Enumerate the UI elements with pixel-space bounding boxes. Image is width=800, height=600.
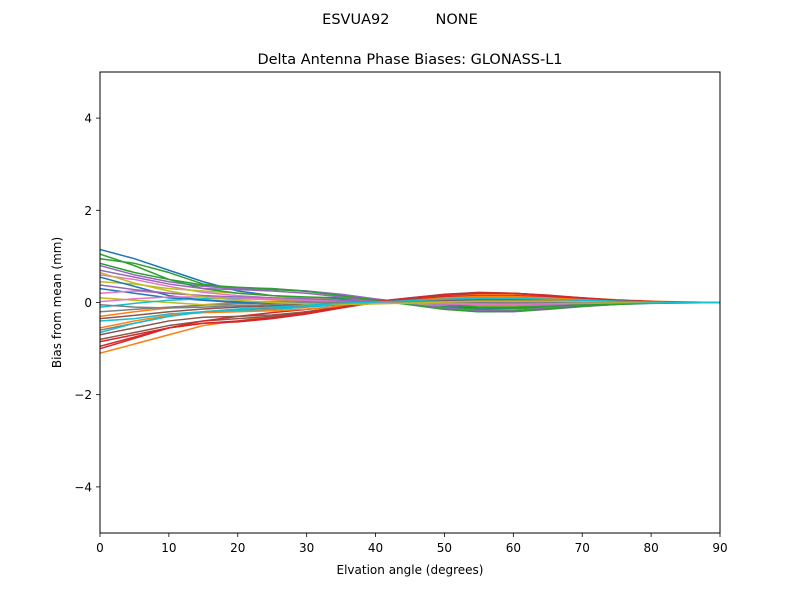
chart-suptitle: ESVUA92 NONE xyxy=(322,12,478,28)
y-tick-label: −2 xyxy=(74,388,92,402)
y-tick-label: 4 xyxy=(84,112,92,126)
x-tick-label: 40 xyxy=(368,541,383,555)
x-axis: 0 10 20 30 40 50 60 70 80 90 xyxy=(96,533,728,555)
y-tick-label: −4 xyxy=(74,480,92,494)
chart-title: Delta Antenna Phase Biases: GLONASS-L1 xyxy=(257,52,562,68)
series-line xyxy=(100,271,720,306)
x-tick-label: 20 xyxy=(230,541,245,555)
x-tick-label: 80 xyxy=(643,541,658,555)
series-line xyxy=(100,262,720,313)
x-tick-label: 50 xyxy=(437,541,452,555)
y-tick-label: 0 xyxy=(84,296,92,310)
x-tick-label: 10 xyxy=(161,541,176,555)
x-tick-label: 60 xyxy=(506,541,521,555)
y-tick-label: 2 xyxy=(84,204,92,218)
x-tick-label: 30 xyxy=(299,541,314,555)
y-axis: −4 −2 0 2 4 xyxy=(74,112,100,494)
series-line xyxy=(100,297,720,334)
series-layer xyxy=(100,248,720,354)
series-line xyxy=(100,292,720,343)
x-tick-label: 70 xyxy=(575,541,590,555)
x-axis-label: Elvation angle (degrees) xyxy=(337,563,484,577)
y-axis-label: Bias from mean (mm) xyxy=(50,237,64,368)
x-tick-label: 90 xyxy=(712,541,727,555)
x-tick-label: 0 xyxy=(96,541,104,555)
